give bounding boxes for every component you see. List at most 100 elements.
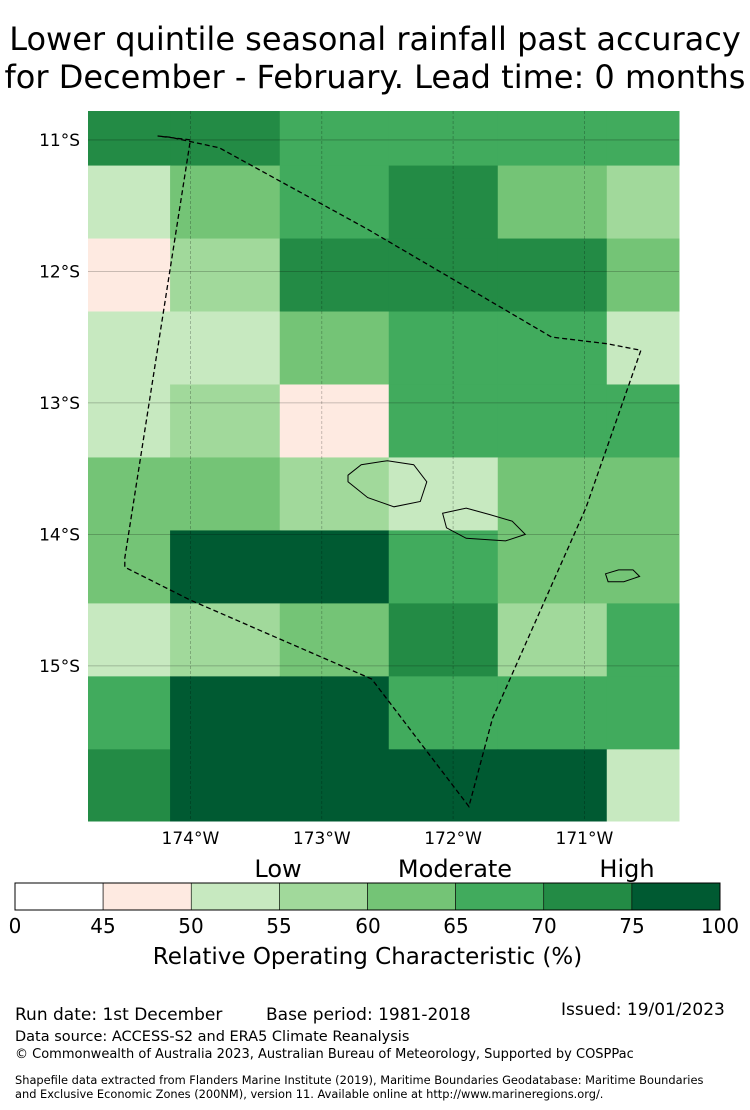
- grid-cell: [279, 238, 390, 313]
- grid-cell: [88, 457, 171, 531]
- colorbar-swatch: [455, 882, 545, 911]
- latitude-label: 11°S: [39, 131, 80, 151]
- grid-cell: [606, 238, 680, 313]
- grid-cell: [88, 384, 171, 458]
- latitude-labels: 11°S 12°S 13°S 14°S 15°S: [39, 131, 80, 677]
- grid-cell: [279, 165, 390, 240]
- colorbar-swatch: [14, 882, 104, 911]
- latitude-label: 15°S: [39, 657, 80, 677]
- island-outline: [347, 460, 428, 508]
- grid-cell: [279, 111, 390, 167]
- colorbar-tick: 100: [700, 914, 740, 938]
- grid-cell: [88, 676, 171, 750]
- grid-cell: [497, 384, 608, 458]
- grid-cell: [497, 311, 608, 385]
- grid-cell: [606, 676, 680, 750]
- grid-cell: [497, 530, 608, 604]
- grid-cell: [497, 111, 608, 167]
- legend-category-moderate: Moderate: [397, 855, 513, 883]
- grid-cell: [606, 384, 680, 458]
- grid-cell: [606, 457, 680, 531]
- base-period: Base period: 1981-2018: [266, 1005, 471, 1025]
- island-outline: [441, 507, 527, 542]
- grid-cell: [606, 165, 680, 240]
- longitude-label: 173°W: [293, 829, 351, 849]
- legend-category-low: Low: [254, 855, 302, 883]
- grid-cell: [388, 238, 499, 313]
- grid-cell: [388, 311, 499, 385]
- grid-cell: [170, 749, 281, 822]
- grid-cell: [279, 384, 390, 458]
- colorbar-title: Relative Operating Characteristic (%): [152, 944, 583, 970]
- colorbar-tick: 70: [531, 914, 557, 938]
- grid-cell: [388, 384, 499, 458]
- grid-cell: [170, 457, 281, 531]
- colorbar-tick: 75: [619, 914, 645, 938]
- map-figure: 11°S 12°S 13°S 14°S 15°S 174°W 173°W 172°W 171°…: [14, 111, 721, 911]
- colorbar-tick: 45: [90, 914, 116, 938]
- latitude-label: 13°S: [39, 394, 80, 414]
- colorbar-tick: 65: [443, 914, 469, 938]
- grid-cell: [88, 749, 171, 822]
- grid-cell: [388, 603, 499, 677]
- colorbar-swatch: [543, 882, 633, 911]
- grid-cell: [388, 165, 499, 240]
- eez-boundary: [124, 135, 642, 808]
- grid-cell: [279, 749, 390, 822]
- longitude-label: 174°W: [162, 829, 220, 849]
- grid-cell: [170, 676, 281, 750]
- grid-cell: [606, 749, 680, 822]
- grid-cell: [497, 749, 608, 822]
- island-outlines: [347, 460, 641, 583]
- run-date: Run date: 1st December: [15, 1005, 223, 1025]
- data-source: Data source: ACCESS-S2 and ERA5 Climate …: [15, 1029, 410, 1045]
- map-title-line-2: for December - February. Lead time: 0 mo…: [4, 58, 746, 96]
- grid-cell: [170, 530, 281, 604]
- shapefile-credit-line-2: and Exclusive Economic Zones (200NM), ve…: [15, 1087, 604, 1101]
- grid-cell: [88, 165, 171, 240]
- grid-cell: [170, 165, 281, 240]
- grid-cell: [388, 111, 499, 167]
- grid-cell: [497, 238, 608, 313]
- grid-cell: [279, 457, 390, 531]
- longitude-label: 172°W: [424, 829, 482, 849]
- grid-cell: [88, 530, 171, 604]
- island-outline: [604, 569, 641, 583]
- latitude-label: 12°S: [39, 262, 80, 282]
- grid-cell: [88, 238, 171, 313]
- grid-cell: [170, 311, 281, 385]
- colorbar-tick: 50: [178, 914, 204, 938]
- grid-cell: [606, 311, 680, 385]
- grid-cell: [497, 457, 608, 531]
- graticule: [88, 111, 679, 821]
- colorbar-tick: 60: [355, 914, 381, 938]
- grid-cell: [497, 165, 608, 240]
- colorbar-swatch: [631, 882, 721, 911]
- map-title-line-1: Lower quintile seasonal rainfall past ac…: [9, 20, 741, 58]
- grid-cell: [606, 530, 680, 604]
- colorbar-swatch: [279, 882, 368, 911]
- roc-grid: [88, 111, 680, 822]
- colorbar-swatch: [367, 882, 456, 911]
- issued-date: Issued: 19/01/2023: [561, 1000, 725, 1020]
- colorbar-tick: 55: [266, 914, 292, 938]
- grid-cell: [170, 238, 281, 313]
- colorbar: [14, 882, 721, 911]
- grid-cell: [170, 111, 281, 167]
- legend-category-high: High: [599, 855, 655, 883]
- grid-cell: [388, 530, 499, 604]
- shapefile-credit-line-1: Shapefile data extracted from Flanders M…: [15, 1073, 704, 1087]
- latitude-label: 14°S: [39, 525, 80, 545]
- grid-cell: [88, 603, 171, 677]
- colorbar-swatch: [102, 882, 192, 911]
- grid-cell: [388, 676, 499, 750]
- grid-cell: [170, 384, 281, 458]
- grid-cell: [606, 603, 680, 677]
- colorbar-swatch: [190, 882, 280, 911]
- grid-cell: [388, 749, 499, 822]
- grid-cell: [279, 311, 390, 385]
- longitude-label: 171°W: [556, 829, 614, 849]
- copyright-notice: © Commonwealth of Australia 2023, Austra…: [15, 1047, 634, 1062]
- grid-cell: [388, 457, 499, 531]
- grid-cell: [497, 676, 608, 750]
